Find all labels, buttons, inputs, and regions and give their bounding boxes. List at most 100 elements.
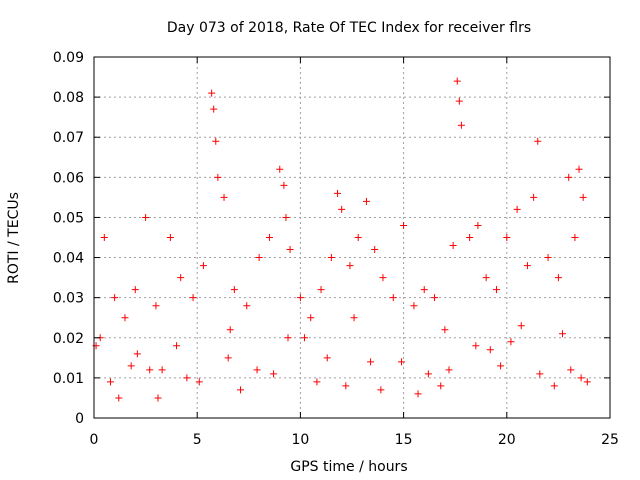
data-point (255, 254, 263, 262)
data-point (414, 390, 422, 398)
data-point (237, 386, 245, 394)
x-tick-label: 10 (291, 432, 309, 448)
data-point (154, 394, 162, 402)
data-point (296, 294, 304, 302)
data-point (280, 181, 288, 189)
data-point (121, 314, 129, 322)
data-point (253, 366, 261, 374)
data-point (354, 234, 362, 241)
plot-frame (93, 56, 611, 419)
data-point (158, 366, 166, 374)
x-tick-label: 20 (498, 432, 516, 448)
y-tick-label: 0.02 (53, 331, 84, 347)
data-point (420, 286, 428, 294)
data-point (497, 362, 505, 370)
data-point (534, 137, 542, 145)
data-point (513, 205, 521, 213)
data-point (379, 274, 387, 282)
data-point (220, 193, 228, 201)
data-point (307, 314, 315, 322)
data-point (317, 286, 325, 294)
data-point (230, 286, 238, 294)
data-point (346, 262, 354, 270)
data-point (474, 221, 482, 229)
data-point (466, 234, 474, 241)
data-point (437, 382, 445, 390)
data-point (133, 350, 141, 358)
data-point (503, 234, 511, 241)
data-point (482, 274, 490, 282)
y-tick-label: 0.09 (53, 50, 84, 66)
data-point (146, 366, 154, 374)
data-point (195, 378, 203, 386)
data-point (544, 254, 552, 262)
data-point (453, 77, 461, 85)
data-point (457, 121, 465, 129)
x-tick-label: 0 (90, 432, 99, 448)
data-point (115, 394, 123, 402)
data-point (100, 234, 108, 241)
data-point (530, 193, 538, 201)
data-point (199, 262, 207, 270)
x-axis-label: GPS time / hours (290, 459, 407, 475)
data-point (424, 370, 432, 378)
chart-title: Day 073 of 2018, Rate Of TEC Index for r… (167, 20, 531, 36)
data-point (536, 370, 544, 378)
data-point (327, 254, 335, 262)
y-axis-label: ROTI / TECUs (6, 192, 22, 284)
data-point (449, 242, 457, 250)
data-point (398, 358, 406, 366)
data-point (111, 294, 119, 302)
data-point (492, 286, 500, 294)
data-point (142, 213, 150, 221)
data-point (445, 366, 453, 374)
data-point (350, 314, 358, 322)
y-tick-label: 0.05 (53, 210, 84, 226)
data-point (224, 354, 232, 362)
data-point (400, 221, 408, 229)
data-point (367, 358, 375, 366)
data-point (571, 234, 579, 241)
data-point (127, 362, 135, 370)
grid-lines (94, 57, 610, 418)
data-point (212, 137, 220, 145)
axis-ticks (93, 56, 611, 419)
data-point (342, 382, 350, 390)
data-point (177, 274, 185, 282)
y-tick-label: 0.08 (53, 90, 84, 106)
data-point (301, 334, 309, 342)
y-tick-label: 0.03 (53, 291, 84, 307)
data-point (362, 197, 370, 205)
data-point (554, 274, 562, 282)
data-point (282, 213, 290, 221)
x-tick-label: 25 (601, 432, 619, 448)
y-tick-labels: 0 0.01 0.02 0.03 0.04 0.05 0.06 0.07 0.08 0.09 (53, 50, 84, 427)
data-point (323, 354, 331, 362)
y-tick-label: 0.01 (53, 371, 84, 387)
data-point (441, 326, 449, 334)
data-point (265, 234, 273, 241)
data-point (559, 330, 567, 338)
data-point (313, 378, 321, 386)
data-point (550, 382, 558, 390)
data-point (173, 342, 181, 350)
data-point (166, 234, 174, 241)
x-tick-labels: 0 5 10 15 20 25 (90, 432, 619, 448)
data-point (472, 342, 480, 350)
data-point (284, 334, 292, 342)
data-point (577, 374, 585, 382)
data-point (583, 378, 591, 386)
y-tick-label: 0.07 (53, 130, 84, 146)
data-point (338, 205, 346, 213)
y-tick-label: 0.06 (53, 170, 84, 186)
data-point (517, 322, 525, 330)
data-point (410, 302, 418, 310)
data-point (523, 262, 531, 270)
data-point (431, 294, 439, 302)
data-point (183, 374, 191, 382)
data-point (389, 294, 397, 302)
data-point (579, 193, 587, 201)
y-tick-label: 0.04 (53, 251, 84, 267)
y-tick-label: 0 (75, 411, 84, 427)
